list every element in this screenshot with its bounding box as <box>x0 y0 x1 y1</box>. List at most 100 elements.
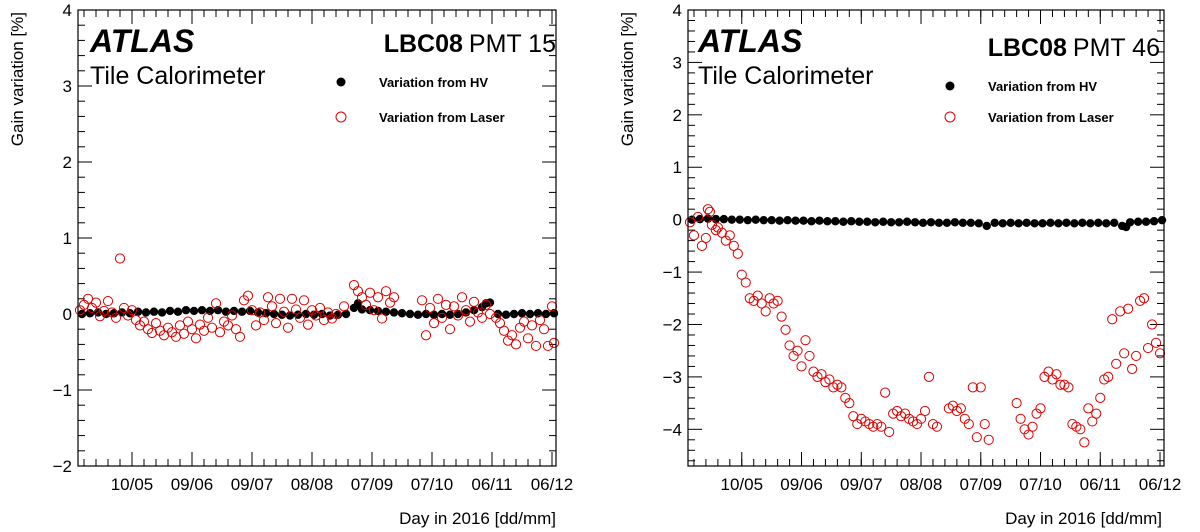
laser-point <box>1115 306 1126 317</box>
laser-point <box>824 374 835 385</box>
hv-point <box>541 309 551 319</box>
laser-point <box>432 293 444 304</box>
hv-point <box>839 217 848 226</box>
laser-point <box>848 411 859 422</box>
laser-point <box>1011 398 1022 409</box>
laser-point <box>728 240 739 251</box>
laser-point <box>1027 421 1038 432</box>
detector-label: Tile Calorimeter <box>698 62 874 90</box>
laser-point <box>480 299 492 310</box>
hv-point <box>173 307 183 316</box>
laser-point <box>955 403 966 414</box>
y-tick-label: 3 <box>673 53 682 72</box>
laser-point <box>94 311 106 322</box>
laser-point <box>302 319 314 330</box>
hv-point <box>397 309 407 318</box>
x-tick-label: 09/07 <box>231 475 274 494</box>
laser-point <box>720 235 731 246</box>
hv-point <box>1046 218 1055 227</box>
hv-point <box>759 215 768 225</box>
hv-point <box>1141 217 1151 226</box>
experiment-label: ATLAS <box>697 23 803 59</box>
laser-point <box>736 269 747 280</box>
laser-point <box>258 314 270 326</box>
y-tick-label: 4 <box>673 1 682 20</box>
x-tick-label: 08/08 <box>291 475 334 494</box>
laser-point <box>963 418 974 430</box>
laser-point <box>420 330 432 341</box>
x-tick-label: 06/12 <box>531 475 574 494</box>
hv-point <box>831 217 840 226</box>
hv-point <box>807 217 816 226</box>
laser-point <box>384 297 396 308</box>
laser-point <box>1075 424 1086 435</box>
chart-svg-pmt15: −2 −1 0 1 2 3 4 10/05 09/06 09/07 08/08 07/09 07/10 0… <box>8 1 574 528</box>
laser-point <box>468 296 480 307</box>
hv-point <box>783 215 792 225</box>
y-tick-label: 0 <box>673 211 682 230</box>
y-tick-label: 2 <box>63 153 72 172</box>
laser-point <box>114 253 126 264</box>
hv-point <box>1149 217 1159 226</box>
laser-point <box>1103 371 1114 382</box>
laser-point <box>1146 319 1158 330</box>
laser-point <box>1063 382 1074 393</box>
laser-point <box>274 293 286 304</box>
laser-point <box>282 322 294 333</box>
laser-point <box>330 308 342 320</box>
axes: −2 −1 0 1 2 3 4 10/05 09/06 09/07 08/08 07/09 07/10 0… <box>53 1 574 494</box>
y-tick-label: 1 <box>673 158 682 177</box>
hv-point <box>998 219 1007 228</box>
hv-point <box>357 305 367 314</box>
hv-point <box>1038 219 1047 228</box>
y-tick-label: −1 <box>663 263 682 282</box>
y-tick-label: 4 <box>63 1 72 20</box>
hv-point <box>966 218 976 227</box>
axes: −4 −3 −2 −1 0 1 2 3 4 10/05 09/06 09/07 08/08 07/09 07… <box>663 1 1182 494</box>
laser-point <box>1142 342 1154 354</box>
hv-point <box>389 308 399 317</box>
laser-point <box>1127 363 1138 375</box>
laser-point <box>314 302 326 314</box>
laser-point <box>102 295 114 307</box>
legend-marker-laser <box>335 111 347 123</box>
y-tick-label: 1 <box>63 229 72 248</box>
laser-point <box>1031 408 1042 419</box>
laser-point <box>456 292 468 303</box>
hv-point <box>1078 218 1087 227</box>
hv-point <box>1157 215 1167 225</box>
hv-point <box>855 217 864 226</box>
legend-marker-hv <box>945 81 955 91</box>
x-tick-label: 07/10 <box>411 475 454 494</box>
laser-point <box>1035 403 1046 414</box>
laser-point <box>126 305 138 316</box>
hv-point <box>165 306 175 316</box>
laser-point <box>210 298 222 309</box>
laser-point <box>764 293 775 304</box>
legend-label-hv: Variation from HV <box>379 75 488 90</box>
laser-point <box>876 421 887 432</box>
laser-point <box>338 301 350 312</box>
hv-point <box>894 218 904 227</box>
hv-point <box>501 310 511 319</box>
laser-point <box>226 310 238 321</box>
laser-point <box>931 421 943 432</box>
x-tick-label: 08/08 <box>900 475 943 494</box>
laser-point <box>436 312 448 323</box>
laser-point <box>1095 392 1106 403</box>
hv-point <box>775 216 784 225</box>
hv-point <box>525 309 535 319</box>
laser-point <box>844 398 855 409</box>
laser-point <box>98 305 110 317</box>
laser-point <box>464 316 476 327</box>
hv-point <box>1110 218 1119 227</box>
laser-point <box>919 405 931 417</box>
laser-point <box>490 312 502 323</box>
hv-point <box>743 215 752 225</box>
hv-point <box>1022 218 1031 227</box>
hv-point <box>727 215 737 224</box>
laser-point <box>1150 337 1162 348</box>
hv-point <box>413 310 423 319</box>
laser-point <box>376 313 388 324</box>
laser-point <box>1051 369 1062 380</box>
